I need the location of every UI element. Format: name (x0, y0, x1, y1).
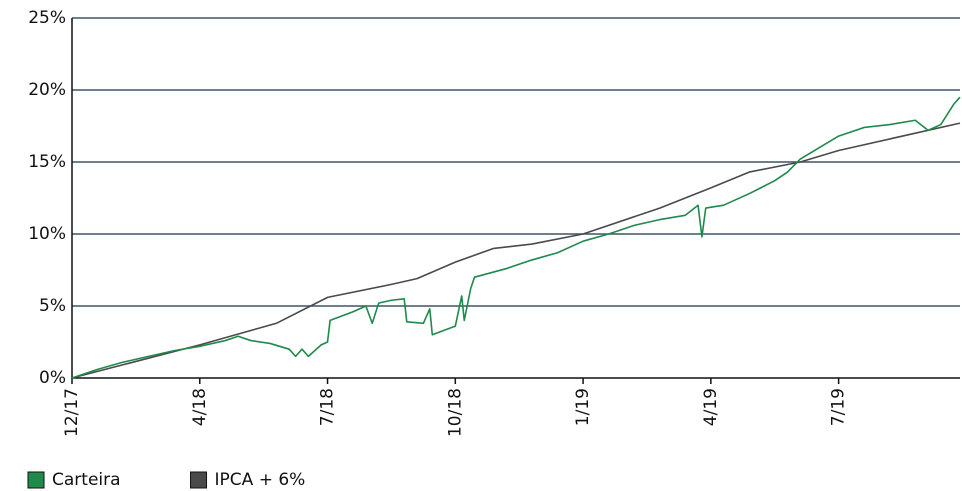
series-line (71, 122, 961, 379)
x-tick-label: 10/18 (445, 388, 465, 437)
series-line (71, 96, 961, 379)
legend-label: Carteira (52, 470, 121, 490)
y-tick-label: 25% (28, 8, 66, 28)
x-tick-label: 4/18 (190, 388, 210, 426)
y-tick-label: 0% (39, 368, 66, 388)
x-tick-label: 7/19 (829, 388, 849, 426)
x-tick-label: 7/18 (318, 388, 338, 426)
x-tick-label: 1/19 (573, 388, 593, 426)
legend-label: IPCA + 6% (215, 470, 306, 490)
y-tick-label: 20% (28, 80, 66, 100)
y-tick-label: 10% (28, 224, 66, 244)
x-tick-label: 12/17 (62, 388, 82, 437)
y-tick-label: 5% (39, 296, 66, 316)
legend-swatch (190, 471, 208, 489)
x-tick-label: 4/19 (701, 388, 721, 426)
legend-swatch (27, 471, 45, 489)
y-tick-label: 15% (28, 152, 66, 172)
